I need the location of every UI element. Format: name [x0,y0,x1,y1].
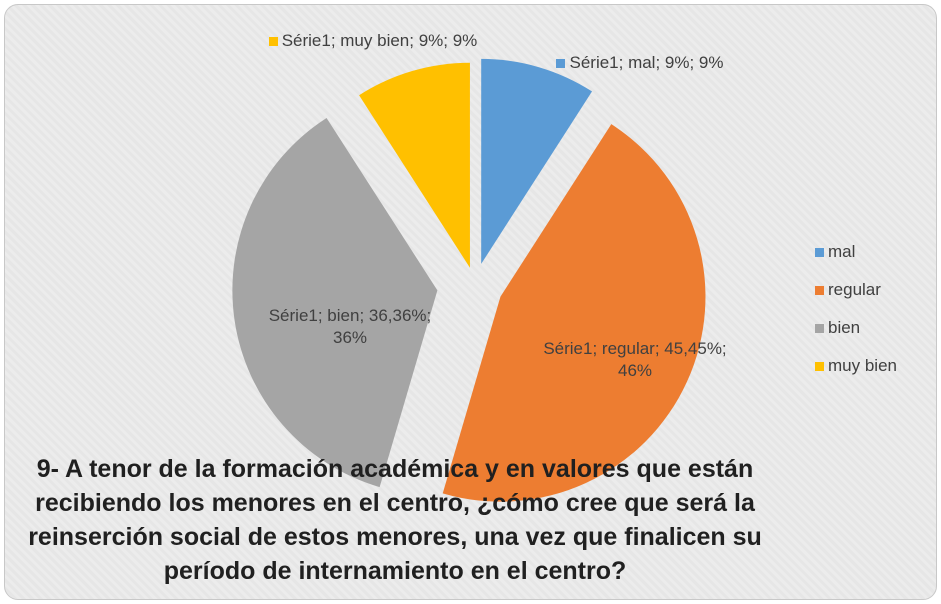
label-marker [556,59,566,68]
legend-label: muy bien [828,356,897,375]
legend-swatch [815,324,824,333]
data-label-box: Série1; regular; 45,45%; 46% [540,338,730,382]
legend-item: muy bien [815,356,897,376]
legend-label: bien [828,318,861,337]
pie-slice [359,62,470,268]
data-label-box: Série1; muy bien; 9%; 9% [268,30,478,52]
legend-label: regular [828,280,881,299]
chart-title: 9- A tenor de la formación académica y e… [28,455,762,585]
data-label-box: Série1; mal; 9%; 9% [540,52,740,74]
pie-slice [442,124,706,502]
data-label: Série1; regular; 45,45%; 46% [543,339,727,380]
pie-slice [232,117,438,488]
chart-background [4,4,937,600]
legend-swatch [815,362,824,371]
legend-swatch [815,248,824,257]
legend-item: regular [815,280,881,300]
pie-slice [481,58,593,264]
data-label: Série1; muy bien; 9%; 9% [281,31,478,50]
legend-item: mal [815,242,855,262]
legend-swatch [815,286,824,295]
legend-item: bien [815,318,860,338]
data-label: Série1; mal; 9%; 9% [569,53,724,72]
legend-label: mal [828,242,856,261]
data-label: Série1; bien; 36,36%; 36% [268,306,432,347]
label-marker [268,37,278,46]
data-label-box: Série1; bien; 36,36%; 36% [265,305,435,349]
